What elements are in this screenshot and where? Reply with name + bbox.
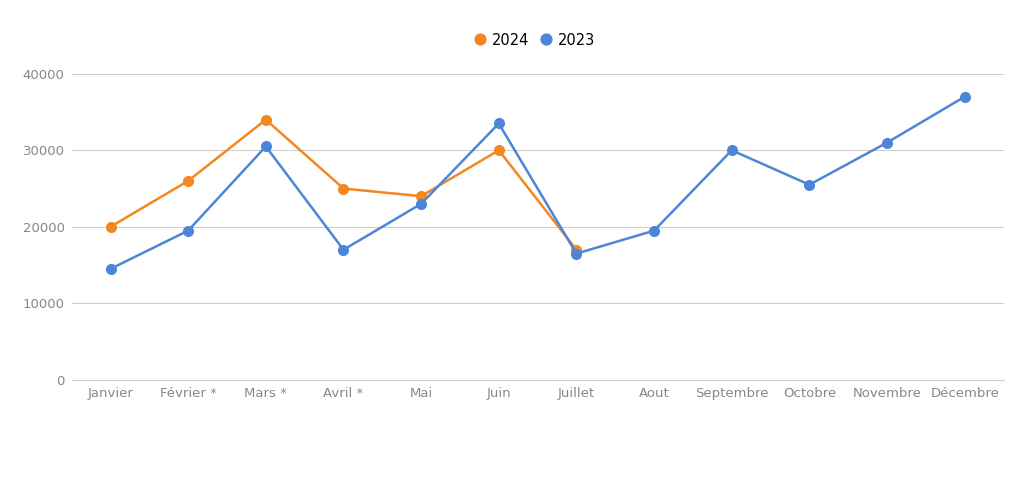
- 2023: [803, 182, 815, 187]
- 2023: [104, 266, 117, 272]
- 2023: [493, 121, 505, 127]
- Legend: 2024, 2023: 2024, 2023: [474, 27, 601, 54]
- 2024: [415, 193, 427, 199]
- 2023: [726, 148, 738, 153]
- 2023: [881, 140, 893, 146]
- 2023: [337, 247, 349, 253]
- 2023: [648, 228, 660, 234]
- 2024: [570, 247, 583, 253]
- 2024: [337, 186, 349, 191]
- 2024: [260, 117, 272, 123]
- 2024: [493, 148, 505, 153]
- 2024: [104, 224, 117, 230]
- 2023: [570, 251, 583, 257]
- Line: 2023: 2023: [104, 91, 971, 275]
- 2023: [260, 144, 272, 150]
- Line: 2024: 2024: [104, 114, 582, 255]
- 2023: [958, 94, 971, 100]
- 2023: [415, 201, 427, 207]
- 2023: [182, 228, 195, 234]
- 2024: [182, 178, 195, 184]
